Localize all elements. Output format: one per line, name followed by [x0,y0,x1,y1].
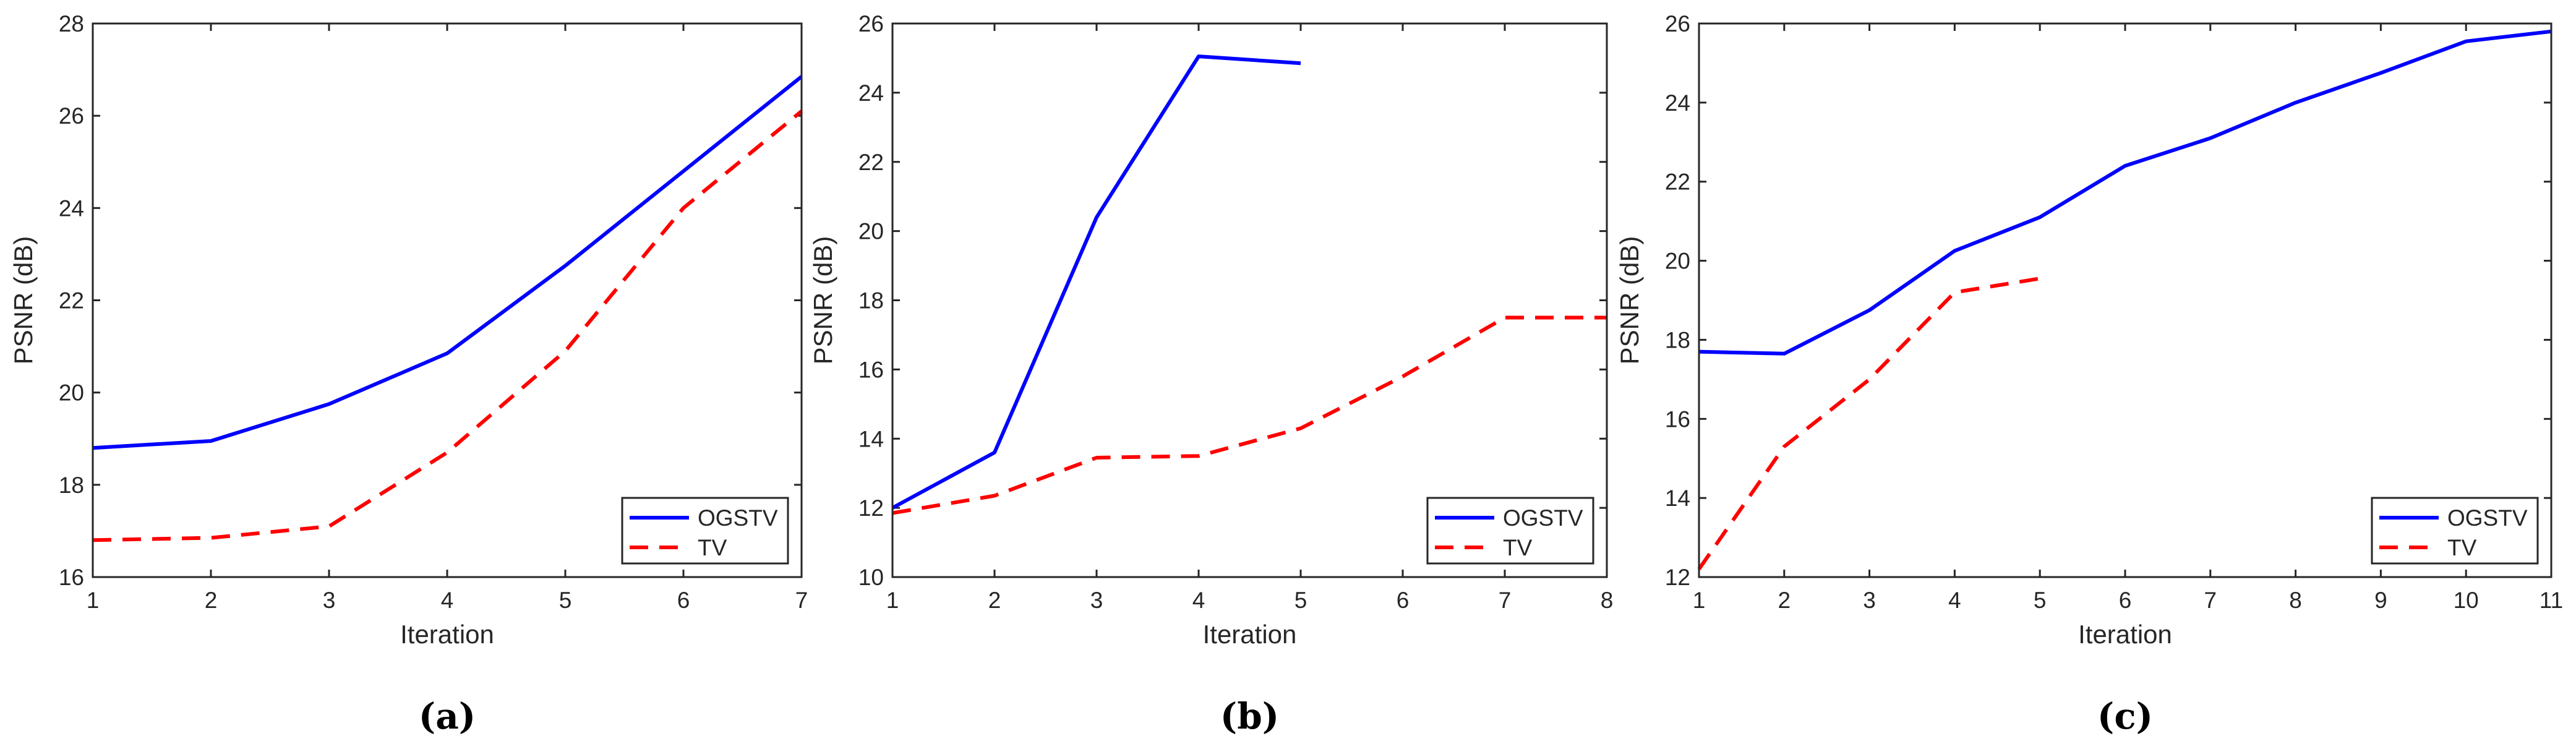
chart-panel-3: 1 2 3 4 5 6 7 8 9 10 111214161820222426IterationPS… [1615,11,2563,737]
y-tick-label: 16 [858,357,884,382]
series-line-tv [92,109,803,542]
x-tick-label: 7 [795,588,808,613]
legend-label-tv: TV [1503,535,1533,560]
y-tick-label: 18 [59,473,84,498]
series-line-ogstv [92,75,803,450]
x-tick-label: 9 [2374,588,2387,613]
legend: OGSTV TV [2371,497,2539,565]
x-tick-label: 5 [559,588,572,613]
panel-caption: (a) [419,695,476,737]
x-tick-label: 6 [2119,588,2132,613]
x-tick-label: 3 [323,588,336,613]
axes-box [891,22,1608,578]
y-tick-label: 16 [1665,406,1690,432]
x-tick-label: 4 [441,588,454,613]
x-tick-label: 8 [1601,588,1614,613]
y-tick-label: 24 [858,80,884,106]
x-tick-label: 2 [205,588,218,613]
series-line-ogstv [891,54,1301,510]
x-tick-label: 3 [1090,588,1103,613]
x-tick-label: 5 [2034,588,2047,613]
y-tick-label: 14 [858,426,884,452]
y-axis-label: PSNR (dB) [808,236,837,365]
y-tick-label: 22 [1665,169,1690,195]
legend-label-ogstv: OGSTV [2447,505,2528,531]
panel-caption: (c) [2097,695,2153,737]
chart-panel-1: 1 2 3 4 5 6 7 16 18 20 22 24 26 28 Iteration PSNR (dB) O… [9,11,808,737]
series-line-ogstv [1698,29,2552,356]
y-tick-label: 10 [858,565,884,590]
x-tick-label: 8 [2289,588,2302,613]
y-tick-label: 18 [858,288,884,314]
y-tick-label: 18 [1665,327,1690,353]
x-axis-label: Iteration [400,620,494,649]
y-tick-label: 16 [59,565,84,590]
x-tick-label: 1 [886,588,899,613]
legend-box [1426,497,1594,565]
y-tick-label: 24 [59,195,84,221]
legend-box [2371,497,2539,565]
x-axis-label: Iteration [2078,620,2172,649]
x-tick-label: 2 [988,588,1001,613]
legend: OGSTV TV [621,497,789,565]
y-tick-label: 20 [1665,249,1690,274]
axes-box [92,22,803,578]
y-tick-label: 22 [59,288,84,314]
x-tick-label: 10 [2454,588,2479,613]
x-axis-label: Iteration [1203,620,1297,649]
y-tick-label: 20 [59,380,84,406]
series-line-tv [1697,276,2040,570]
y-tick-label: 12 [858,495,884,521]
legend-label-tv: TV [2447,535,2477,560]
y-tick-label: 22 [858,150,884,175]
y-tick-label: 20 [858,219,884,244]
axes-box [1698,22,2552,578]
legend: OGSTV TV [1426,497,1594,565]
x-tick-label: 11 [2540,588,2563,613]
x-tick-label: 6 [1397,588,1410,613]
y-axis-label: PSNR (dB) [9,236,38,365]
y-tick-label: 28 [59,11,84,36]
x-tick-label: 6 [677,588,690,613]
y-tick-label: 14 [1665,486,1690,511]
y-tick-label: 26 [59,103,84,129]
x-tick-label: 7 [2204,588,2217,613]
series-line-tv [892,315,1607,515]
x-tick-label: 5 [1294,588,1307,613]
x-tick-label: 4 [1948,588,1961,613]
y-axis-label: PSNR (dB) [1615,236,1644,365]
y-tick-label: 12 [1665,565,1690,590]
x-tick-label: 1 [1693,588,1706,613]
x-tick-label: 2 [1778,588,1791,613]
y-tick-label: 26 [858,11,884,36]
x-tick-label: 7 [1499,588,1512,613]
panel-caption: (b) [1220,695,1279,737]
y-tick-label: 26 [1665,11,1690,36]
legend-label-ogstv: OGSTV [698,505,778,531]
x-tick-label: 4 [1192,588,1205,613]
legend-label-tv: TV [698,535,727,560]
chart-panel-2: 1 2 3 4 5 6 7 8101214161820222426IterationPSNR … [808,11,1613,737]
legend-label-ogstv: OGSTV [1503,505,1583,531]
legend-box [621,497,789,565]
y-tick-label: 24 [1665,90,1690,116]
x-tick-label: 3 [1863,588,1876,613]
x-tick-label: 1 [87,588,100,613]
